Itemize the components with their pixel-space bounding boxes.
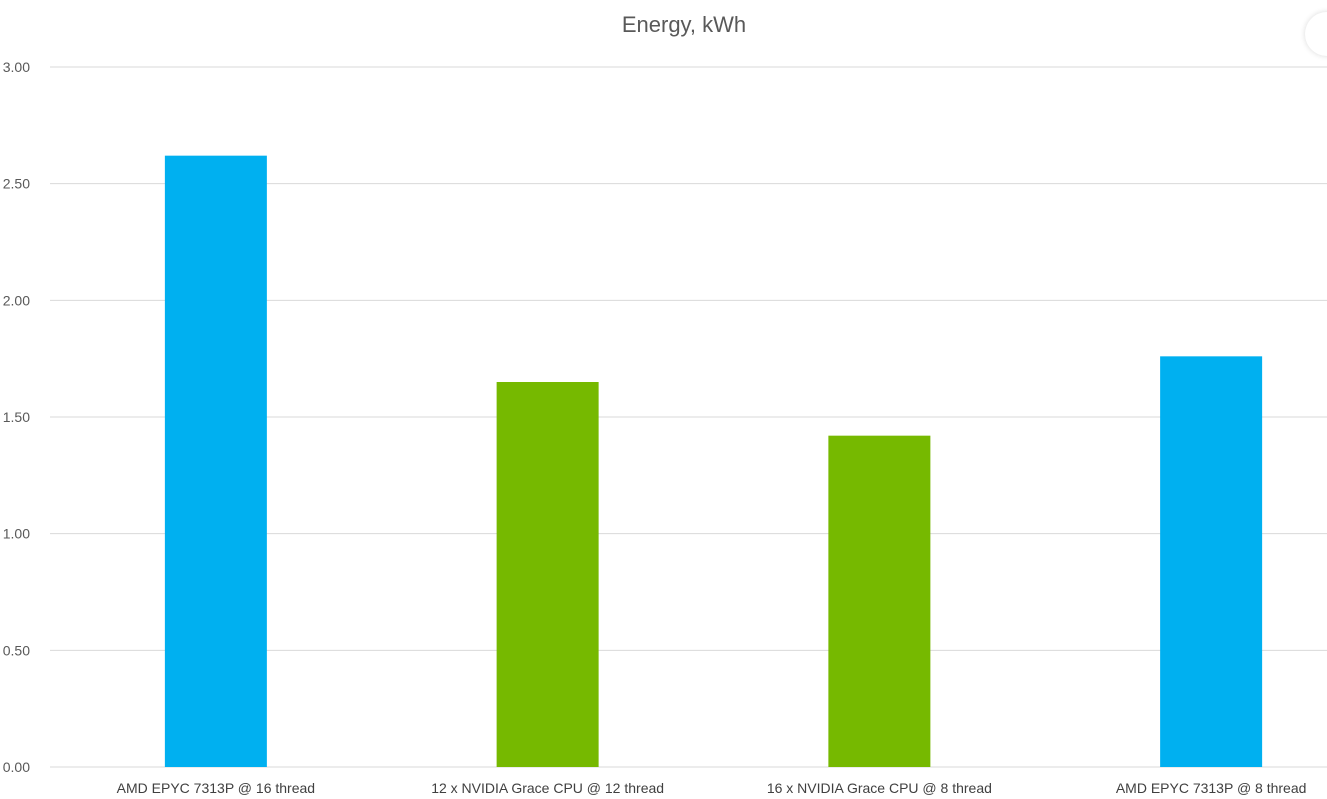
y-tick-label: 1.50: [3, 409, 30, 425]
y-tick-label: 0.50: [3, 642, 30, 658]
x-category-label: AMD EPYC 7313P @ 16 thread: [117, 780, 315, 796]
y-tick-label: 0.00: [3, 759, 30, 775]
y-tick-label: 2.00: [3, 292, 30, 308]
y-tick-label: 3.00: [3, 59, 30, 75]
bar: [828, 435, 931, 767]
x-category-label: 16 x NVIDIA Grace CPU @ 8 thread: [767, 780, 992, 796]
bar: [1160, 356, 1263, 767]
bars: [164, 155, 1263, 767]
chart-title: Energy, kWh: [622, 12, 746, 37]
bar: [164, 155, 267, 767]
y-tick-label: 2.50: [3, 176, 30, 192]
x-category-label: AMD EPYC 7313P @ 8 thread: [1116, 780, 1307, 796]
y-tick-label: 1.00: [3, 526, 30, 542]
x-category-label: 12 x NVIDIA Grace CPU @ 12 thread: [431, 780, 664, 796]
bar: [496, 382, 599, 767]
x-axis-labels: AMD EPYC 7313P @ 16 thread 12 x NVIDIA Gr…: [117, 780, 1307, 796]
chart-options-button[interactable]: [1305, 12, 1327, 56]
y-axis-ticks: 0.00 0.50 1.00 1.50 2.00 2.50 3.00: [3, 59, 30, 775]
